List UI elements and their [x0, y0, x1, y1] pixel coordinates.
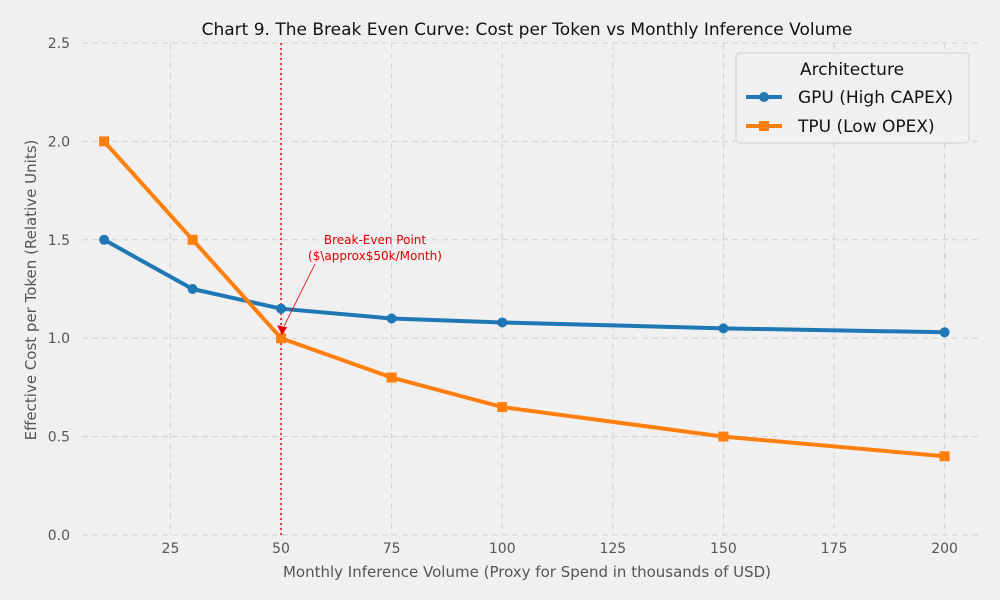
annotation-text: Break-Even Point [324, 233, 426, 247]
legend-box [735, 52, 970, 144]
y-tick-label: 2.0 [48, 134, 70, 150]
x-tick-label: 175 [821, 541, 848, 557]
data-point [939, 327, 950, 338]
data-point [718, 323, 729, 334]
data-point [386, 313, 397, 324]
annotation-arrow-line [283, 263, 316, 327]
series-layer [99, 136, 950, 462]
annotation-arrowhead [277, 325, 288, 336]
x-tick-label: 100 [489, 541, 516, 557]
x-tick-label: 150 [710, 541, 737, 557]
data-point [276, 333, 287, 344]
data-point [939, 451, 950, 462]
legend: Architecture GPU (High CAPEX) TPU (Low OP… [735, 52, 970, 144]
series-1 [99, 136, 950, 462]
x-tick-label: 75 [383, 541, 401, 557]
legend-marker [759, 92, 769, 102]
y-axis-label: Effective Cost per Token (Relative Units… [22, 140, 40, 441]
data-point [497, 317, 508, 328]
data-point [718, 431, 729, 442]
legend-label: TPU (Low OPEX) [797, 117, 935, 137]
y-tick-label: 2.5 [48, 36, 70, 52]
data-point [187, 284, 198, 294]
x-tick-label: 125 [599, 541, 626, 557]
data-point [99, 136, 110, 147]
x-tick-label: 25 [162, 541, 180, 557]
x-tick-label: 50 [272, 541, 290, 557]
legend-entry: TPU (Low OPEX) [746, 117, 935, 137]
legend-label: GPU (High CAPEX) [798, 88, 953, 108]
y-tick-label: 1.0 [48, 331, 70, 347]
annotation-layer: Break-Even Point ($\approx$50k/Month) [277, 233, 442, 336]
x-axis-label: Monthly Inference Volume (Proxy for Spen… [283, 563, 771, 581]
axes: 25 50 75 100 125 150 175 200 0.0 0.5 1.0 1.5 2.0 2.5 [48, 36, 958, 557]
x-tick-label: 200 [931, 541, 958, 557]
y-tick-label: 0.0 [48, 528, 70, 544]
series-line [102, 237, 947, 335]
data-point [99, 234, 110, 245]
y-tick-label: 1.5 [48, 233, 70, 249]
y-tick-label: 0.5 [48, 430, 70, 446]
data-point [276, 303, 287, 314]
legend-title: Architecture [800, 60, 904, 80]
data-point [187, 234, 198, 245]
chart-title: Chart 9. The Break Even Curve: Cost per … [202, 20, 853, 40]
legend-marker [759, 121, 769, 131]
series-0 [99, 234, 950, 338]
data-point [497, 402, 508, 413]
legend-entries: GPU (High CAPEX) TPU (Low OPEX) [746, 88, 953, 137]
data-point [386, 372, 397, 383]
legend-entry: GPU (High CAPEX) [746, 88, 953, 108]
annotation-text: ($\approx$50k/Month) [308, 249, 442, 263]
